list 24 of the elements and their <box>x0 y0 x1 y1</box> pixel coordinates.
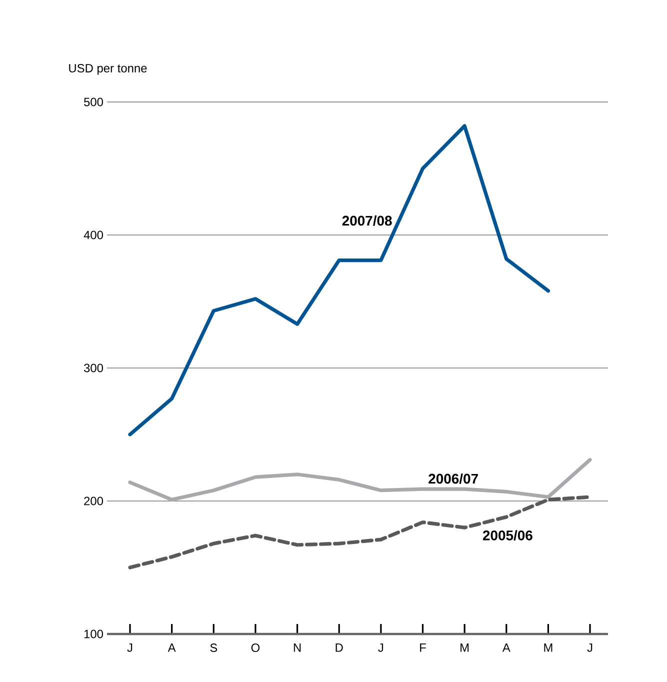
y-tick-label: 400 <box>84 230 104 240</box>
x-tick-label: O <box>251 644 260 652</box>
x-tick-label: J <box>378 644 384 652</box>
series-label: 2006/07 <box>428 473 478 484</box>
x-tick-label: A <box>502 644 510 652</box>
y-tick-label: 200 <box>84 496 104 506</box>
x-tick-label: J <box>127 644 132 652</box>
y-axis-title: USD per tonne <box>69 64 147 75</box>
y-tick-label: 300 <box>84 364 104 372</box>
series-label: 2005/06 <box>482 530 532 541</box>
x-tick-label: M <box>460 644 469 652</box>
line-series <box>128 495 592 570</box>
x-tick-label: D <box>336 644 343 652</box>
x-tick-label: J <box>587 644 592 652</box>
line-series <box>128 124 550 436</box>
y-tick-label: 100 <box>84 630 104 638</box>
y-tick-label: 500 <box>84 98 104 106</box>
x-tick-label: M <box>544 644 552 652</box>
x-tick-label: N <box>294 644 301 652</box>
line-series <box>128 458 592 502</box>
x-tick-label: A <box>168 644 176 652</box>
series-label: 2007/08 <box>342 215 392 226</box>
x-tick-label: S <box>210 644 218 652</box>
x-tick-label: F <box>420 644 426 652</box>
